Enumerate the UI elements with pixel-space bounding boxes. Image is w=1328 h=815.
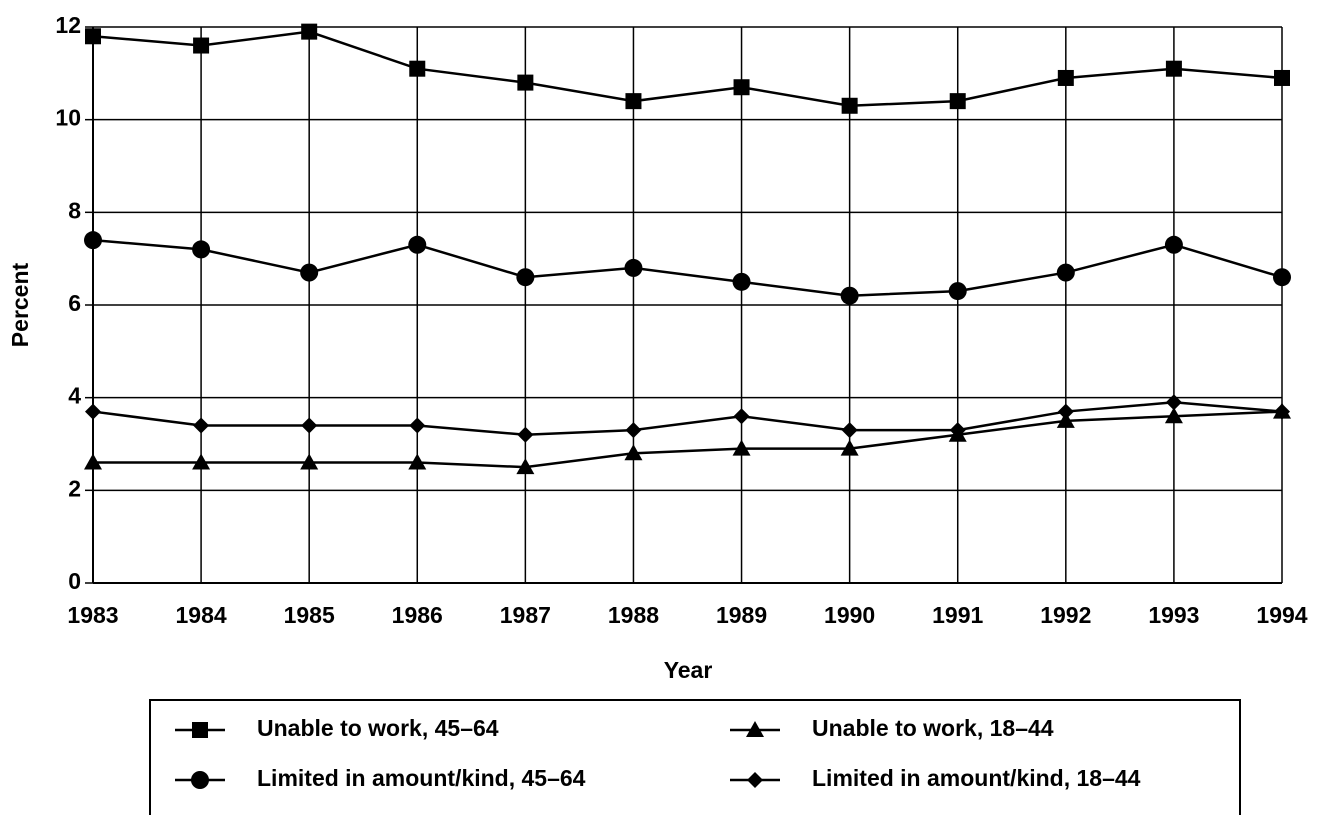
- marker: [746, 721, 764, 737]
- legend-label: Limited in amount/kind, 18–44: [812, 765, 1141, 791]
- marker: [733, 79, 750, 96]
- series-line: [92, 238, 1283, 297]
- y-tick-label: 6: [68, 290, 81, 316]
- y-tick-label: 10: [55, 105, 81, 131]
- y-tick-label: 4: [68, 383, 81, 409]
- marker: [732, 272, 751, 291]
- marker: [193, 417, 210, 434]
- marker: [1274, 69, 1290, 86]
- y-tick-label: 2: [68, 475, 81, 501]
- series-line: [92, 30, 1283, 108]
- marker: [301, 23, 318, 40]
- marker: [1164, 235, 1183, 254]
- marker: [949, 93, 966, 110]
- legend-label: Unable to work, 45–64: [257, 715, 499, 741]
- x-tick-label: 1988: [608, 602, 659, 628]
- series-line: [93, 410, 1283, 469]
- marker: [516, 458, 535, 475]
- marker: [624, 258, 643, 277]
- marker: [841, 97, 858, 114]
- y-tick-label: 0: [68, 568, 81, 594]
- marker: [85, 403, 101, 420]
- marker: [301, 417, 318, 434]
- marker: [949, 422, 966, 439]
- marker: [1057, 403, 1074, 420]
- x-tick-label: 1986: [392, 602, 443, 628]
- marker: [1165, 60, 1182, 77]
- marker: [300, 453, 319, 470]
- legend-label: Limited in amount/kind, 45–64: [257, 765, 586, 791]
- marker: [1273, 268, 1291, 287]
- marker: [624, 444, 643, 461]
- x-tick-label: 1991: [932, 602, 983, 628]
- marker: [192, 722, 208, 738]
- marker: [191, 771, 209, 789]
- x-axis-label: Year: [664, 657, 713, 683]
- y-axis-label: Percent: [7, 262, 33, 347]
- x-tick-label: 1992: [1040, 602, 1091, 628]
- marker: [1057, 69, 1074, 86]
- marker: [408, 235, 427, 254]
- marker: [516, 268, 535, 287]
- marker: [517, 74, 534, 91]
- marker: [948, 282, 967, 301]
- marker: [840, 439, 859, 456]
- y-tick-label: 8: [68, 197, 81, 223]
- marker: [1164, 407, 1183, 424]
- marker: [84, 231, 102, 250]
- marker: [409, 60, 426, 77]
- y-tick-label: 12: [55, 12, 81, 38]
- x-tick-label: 1993: [1148, 602, 1199, 628]
- marker: [1056, 411, 1075, 428]
- marker: [192, 453, 211, 470]
- marker: [841, 422, 858, 439]
- marker: [85, 28, 101, 45]
- marker: [408, 453, 427, 470]
- legend-label: Unable to work, 18–44: [812, 715, 1054, 741]
- x-tick-label: 1984: [176, 602, 227, 628]
- marker: [732, 439, 751, 456]
- series-line: [92, 401, 1283, 436]
- marker: [84, 453, 102, 470]
- x-tick-label: 1989: [716, 602, 767, 628]
- marker: [193, 37, 210, 54]
- marker: [625, 93, 642, 110]
- marker: [517, 426, 534, 443]
- marker: [733, 408, 750, 425]
- x-tick-label: 1987: [500, 602, 551, 628]
- x-tick-label: 1983: [67, 602, 118, 628]
- marker: [625, 422, 642, 439]
- x-tick-label: 1994: [1256, 602, 1307, 628]
- marker: [1274, 403, 1290, 420]
- legend-box: [149, 699, 1241, 815]
- marker: [409, 417, 426, 434]
- x-tick-label: 1985: [284, 602, 335, 628]
- marker: [192, 240, 211, 259]
- x-tick-label: 1990: [824, 602, 875, 628]
- marker: [840, 286, 859, 305]
- marker: [747, 772, 763, 788]
- marker: [1056, 263, 1075, 282]
- marker: [300, 263, 319, 282]
- marker: [1165, 394, 1182, 411]
